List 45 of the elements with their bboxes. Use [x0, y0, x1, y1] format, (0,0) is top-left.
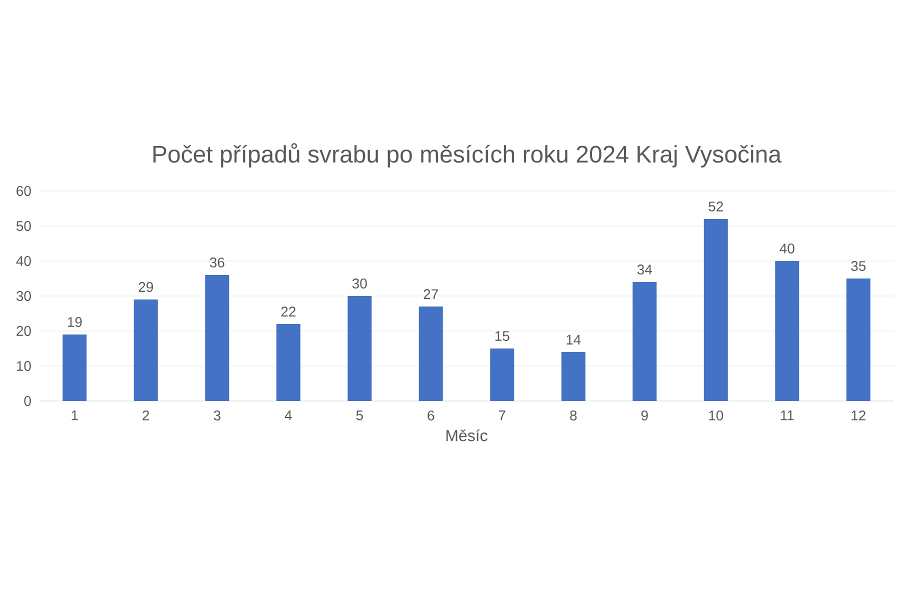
data-label: 34: [637, 264, 652, 274]
data-label: 15: [495, 331, 510, 341]
x-tick-label: 1: [72, 410, 78, 420]
y-tick-label: 20: [16, 326, 31, 336]
bar: [775, 261, 800, 401]
x-tick-label: 5: [356, 410, 363, 420]
x-tick-label: 8: [570, 410, 577, 420]
y-tick-label: 30: [16, 291, 31, 301]
data-label: 14: [566, 334, 581, 344]
x-tick-label: 7: [498, 410, 506, 420]
x-tick-label: 11: [780, 410, 794, 420]
x-tick-label: 12: [852, 410, 866, 420]
bar: [276, 324, 300, 401]
data-label: 30: [352, 278, 367, 288]
x-axis-title: Měsíc: [446, 429, 488, 442]
bar: [205, 275, 230, 401]
x-tick-label: 9: [641, 410, 648, 420]
x-tick-label: 6: [428, 410, 434, 420]
y-tick-label: 40: [16, 256, 31, 266]
data-label: 35: [851, 261, 866, 271]
bar: [62, 334, 87, 401]
x-tick-label: 10: [709, 410, 724, 420]
bar: [418, 306, 443, 401]
data-label: 36: [210, 258, 224, 268]
data-label: 27: [424, 289, 438, 299]
y-tick-label: 50: [16, 221, 31, 231]
bar: [490, 348, 514, 401]
x-tick-label: 4: [284, 410, 292, 420]
y-tick-label: 10: [16, 361, 31, 371]
bar: [846, 278, 870, 401]
data-label: 40: [780, 244, 794, 254]
chart-title: Počet případů svrabu po měsících roku 2024 Kraj Vysočina: [153, 143, 782, 168]
bar: [632, 282, 657, 401]
x-tick-label: 2: [142, 410, 150, 420]
y-tick-label: 60: [16, 186, 31, 196]
bar: [704, 219, 728, 401]
data-label: 22: [281, 306, 296, 316]
data-label: 52: [708, 202, 723, 212]
bar: [134, 300, 158, 401]
y-tick-label: 0: [24, 396, 31, 406]
bar: [348, 296, 372, 401]
data-label: 19: [68, 317, 82, 327]
bar: [561, 352, 586, 401]
x-tick-label: 3: [214, 410, 220, 420]
data-label: 29: [138, 282, 153, 292]
